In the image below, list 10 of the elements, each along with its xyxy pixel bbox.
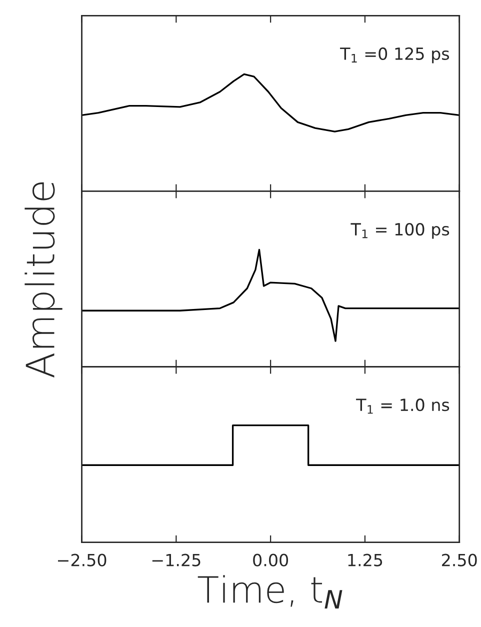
x-tick-label: 1.25	[348, 554, 382, 566]
text: T$_{1}$ = 100 ps	[350, 222, 450, 239]
x-tick-label: −1.25	[152, 554, 200, 566]
x-tick-label: 0.00	[253, 554, 288, 566]
x-tick-label: 2.50	[442, 554, 477, 566]
y-axis-title: Amplitude	[24, 182, 62, 378]
text: T$_{1}$ = 1.0 ns	[356, 398, 450, 414]
x-tick-label: −2.50	[58, 554, 106, 566]
x-axis-title: Time, t$_{N}$	[198, 575, 342, 609]
text: T$_{1}$ =0 125 ps	[340, 47, 450, 64]
